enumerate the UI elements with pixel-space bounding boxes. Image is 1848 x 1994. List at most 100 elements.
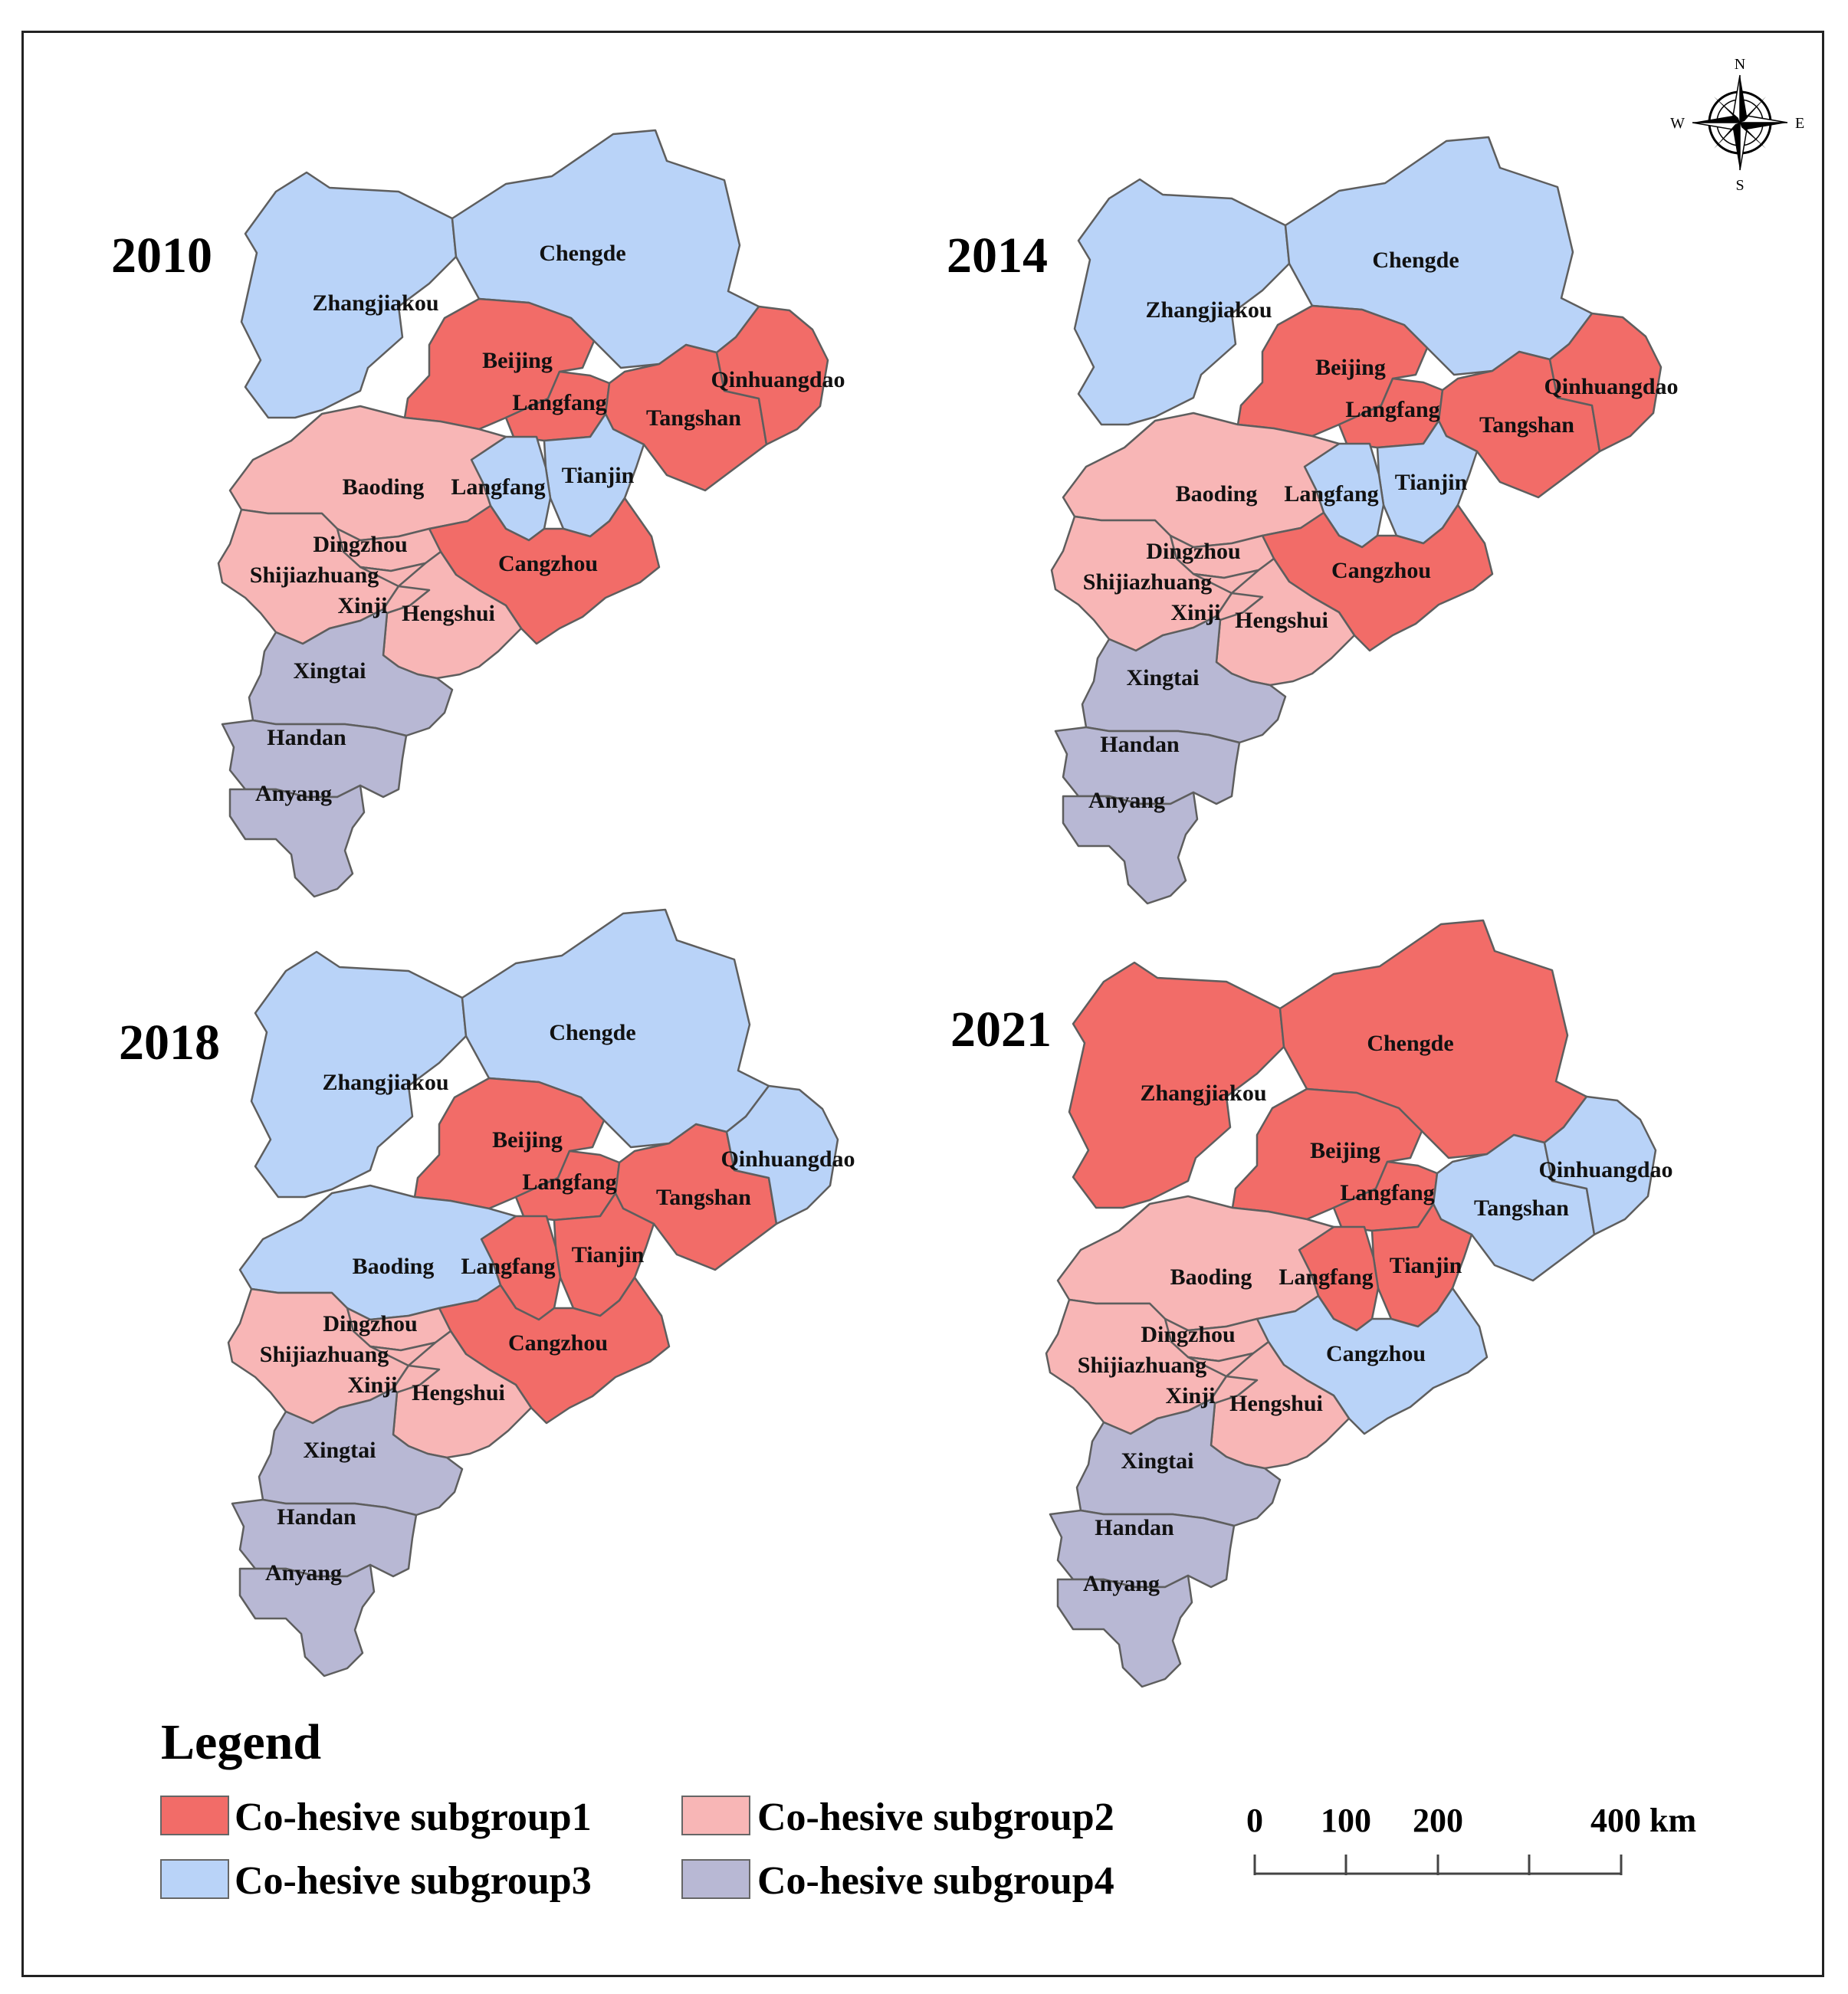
region-xingtai-2018 (258, 1387, 464, 1517)
region-label-baoding-2014: Baoding (1176, 481, 1258, 507)
region-label-tianjin-2010: Tianjin (562, 463, 635, 488)
region-handan-2021 (1049, 1509, 1236, 1589)
compass-rose: N S E W (1670, 56, 1804, 194)
legend-label-2: Co-hesive subgroup2 (757, 1796, 1114, 1839)
region-label-qinhuangdao-2014: Qinhuangdao (1544, 374, 1678, 399)
region-label-xinji-2021: Xinji (1165, 1383, 1215, 1409)
region-label-beijing-2021: Beijing (1310, 1138, 1380, 1163)
region-xingtai-2021 (1075, 1398, 1282, 1527)
region-label-xingtai-2014: Xingtai (1126, 665, 1199, 690)
region-label-xinji-2018: Xinji (347, 1373, 397, 1398)
region-label-hengshui-2018: Hengshui (412, 1380, 505, 1405)
region-label-beijing-2014: Beijing (1315, 355, 1386, 380)
region-label-tianjin-2014: Tianjin (1395, 470, 1468, 495)
region-label-tianjin-2018: Tianjin (572, 1242, 645, 1268)
year-label-2014: 2014 (947, 228, 1048, 284)
region-label-chengde-2014: Chengde (1372, 248, 1459, 273)
region-label-cangzhou-2010: Cangzhou (498, 551, 598, 576)
legend-swatch-2 (681, 1796, 750, 1835)
region-label-tianjin-2021: Tianjin (1390, 1253, 1462, 1278)
region-label-shijiazhuang-2014: Shijiazhuang (1083, 569, 1212, 595)
legend-swatch-3 (160, 1859, 229, 1899)
region-label-zhangjiakou-2018: Zhangjiakou (322, 1070, 448, 1095)
region-qinhuangdao-2010 (715, 305, 829, 446)
region-label-handan-2018: Handan (277, 1504, 356, 1530)
scale-tick-400: 400 km (1590, 1802, 1696, 1839)
year-label-2010: 2010 (111, 228, 212, 284)
region-label-handan-2021: Handan (1095, 1515, 1174, 1540)
compass-e: E (1795, 115, 1804, 132)
region-hengshui-2010 (382, 550, 523, 680)
region-label-anyang-2018: Anyang (265, 1560, 342, 1586)
region-label-hengshui-2010: Hengshui (402, 601, 495, 626)
region-handan-2014 (1054, 726, 1241, 805)
region-label-baoding-2010: Baoding (343, 474, 425, 500)
region-label-qinhuangdao-2018: Qinhuangdao (720, 1146, 855, 1172)
compass-w: W (1670, 115, 1685, 132)
region-label-dingzhou-2010: Dingzhou (313, 532, 407, 557)
region-label-shijiazhuang-2018: Shijiazhuang (260, 1342, 389, 1367)
map-panel-2010: Zhangjiakou Chengde Beijing Langfang Tangsha… (217, 129, 845, 898)
region-label-langfangn-2010: Langfang (512, 390, 606, 415)
legend-title: Legend (161, 1714, 321, 1770)
map-panel-2021: Zhangjiakou Chengde Beijing Langfang Tangsha… (1045, 919, 1673, 1688)
region-label-tangshan-2010: Tangshan (646, 405, 741, 431)
legend-label-4: Co-hesive subgroup4 (757, 1859, 1114, 1903)
region-xingtai-2014 (1081, 615, 1287, 744)
region-label-xingtai-2010: Xingtai (293, 658, 366, 684)
region-label-zhangjiakou-2014: Zhangjiakou (1145, 297, 1272, 323)
compass-s: S (1735, 177, 1744, 194)
region-label-hengshui-2021: Hengshui (1229, 1391, 1323, 1416)
region-zhangjiakou-2010 (240, 171, 458, 419)
map-panel-2018: Zhangjiakou Chengde Beijing Langfang Tangsha… (227, 908, 855, 1678)
region-anyang-2010 (228, 784, 366, 898)
region-label-langfangs-2018: Langfang (461, 1254, 555, 1279)
region-label-cangzhou-2014: Cangzhou (1331, 558, 1431, 583)
region-zhangjiakou-2018 (250, 950, 468, 1199)
year-label-2018: 2018 (119, 1015, 220, 1071)
region-qinhuangdao-2014 (1548, 312, 1663, 453)
region-label-chengde-2018: Chengde (549, 1020, 635, 1045)
scale-tick-200: 200 (1413, 1802, 1463, 1839)
region-label-langfangs-2021: Langfang (1279, 1264, 1373, 1290)
legend-label-3: Co-hesive subgroup3 (235, 1859, 592, 1903)
scale-tick-0: 0 (1246, 1802, 1263, 1839)
legend-label-1: Co-hesive subgroup1 (235, 1796, 592, 1839)
region-label-anyang-2010: Anyang (255, 781, 332, 806)
region-label-beijing-2010: Beijing (482, 348, 553, 373)
region-label-dingzhou-2021: Dingzhou (1141, 1322, 1235, 1347)
region-label-chengde-2021: Chengde (1367, 1031, 1453, 1056)
region-label-xingtai-2018: Xingtai (303, 1438, 376, 1463)
region-label-langfangs-2014: Langfang (1284, 481, 1378, 507)
region-qinhuangdao-2018 (725, 1084, 839, 1225)
region-label-langfangn-2014: Langfang (1345, 397, 1439, 422)
region-label-handan-2010: Handan (267, 725, 346, 750)
region-label-qinhuangdao-2010: Qinhuangdao (711, 367, 845, 392)
region-label-cangzhou-2021: Cangzhou (1326, 1341, 1426, 1366)
region-label-tangshan-2018: Tangshan (656, 1185, 751, 1210)
region-label-baoding-2018: Baoding (353, 1254, 435, 1279)
region-label-hengshui-2014: Hengshui (1235, 608, 1328, 633)
region-label-xinji-2010: Xinji (337, 593, 387, 618)
region-zhangjiakou-2021 (1068, 961, 1285, 1209)
region-anyang-2021 (1056, 1574, 1193, 1688)
region-hengshui-2018 (392, 1330, 533, 1459)
region-label-cangzhou-2018: Cangzhou (508, 1330, 608, 1356)
region-label-tangshan-2014: Tangshan (1479, 412, 1574, 438)
region-label-anyang-2021: Anyang (1083, 1571, 1160, 1596)
region-anyang-2018 (238, 1563, 376, 1678)
region-label-langfangs-2010: Langfang (451, 474, 545, 500)
region-label-xinji-2014: Xinji (1170, 600, 1220, 625)
region-label-beijing-2018: Beijing (492, 1127, 563, 1153)
legend-swatch-4 (681, 1859, 750, 1899)
scale-bar: 0 100 200 400 km (1246, 1802, 1696, 1875)
region-anyang-2014 (1062, 791, 1199, 905)
region-handan-2018 (231, 1498, 418, 1578)
legend-swatch-1 (160, 1796, 229, 1835)
region-label-handan-2014: Handan (1100, 732, 1180, 757)
region-label-langfangn-2021: Langfang (1340, 1180, 1434, 1205)
region-zhangjiakou-2014 (1073, 178, 1291, 426)
year-label-2021: 2021 (950, 1002, 1052, 1058)
region-hengshui-2021 (1210, 1340, 1351, 1470)
